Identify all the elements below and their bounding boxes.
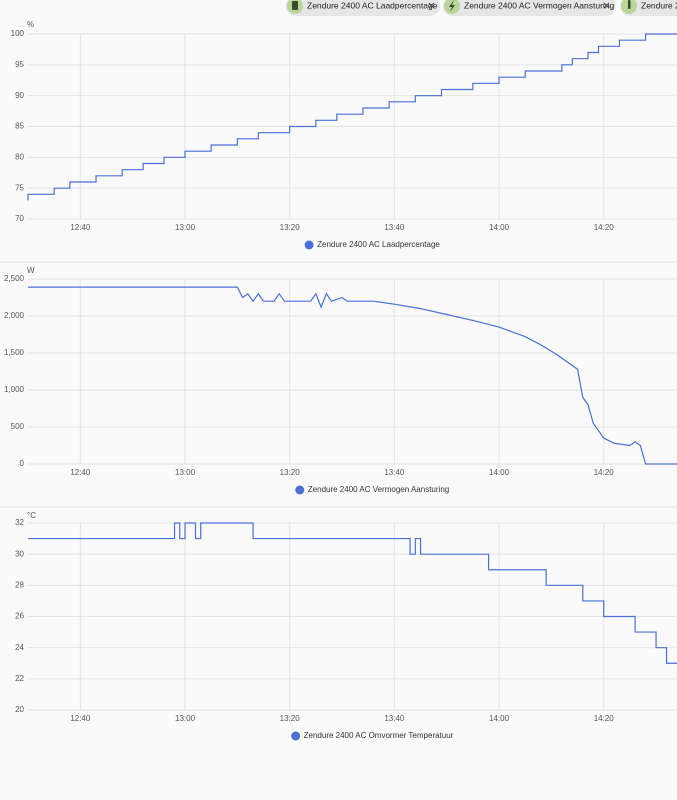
chip-bg — [443, 0, 616, 16]
legend-label: Zendure 2400 AC Omvormer Temperatuur — [304, 731, 454, 740]
y-axis-unit: % — [27, 20, 34, 29]
x-tick-label: 14:00 — [489, 223, 510, 232]
series-line — [27, 33, 677, 201]
y-tick-label: 90 — [15, 91, 24, 100]
legend-item: Zendure 2400 AC Vermogen Aansturing — [295, 485, 449, 495]
y-tick-label: 26 — [15, 612, 24, 621]
x-tick-label: 14:00 — [489, 468, 510, 477]
x-tick-label: 14:00 — [489, 714, 510, 723]
chip-label: Zendure 2400 AC Vermogen Aansturing — [464, 0, 615, 10]
y-tick-label: 32 — [15, 518, 24, 527]
y-tick-label: 95 — [15, 60, 24, 69]
y-tick-label: 0 — [20, 459, 25, 468]
bolt-icon — [449, 0, 455, 12]
y-tick-label: 20 — [15, 705, 24, 714]
x-tick-label: 13:40 — [384, 468, 405, 477]
y-tick-label: 100 — [11, 29, 25, 38]
x-tick-label: 12:40 — [70, 714, 91, 723]
y-tick-label: 85 — [15, 122, 24, 131]
x-tick-label: 13:40 — [384, 223, 405, 232]
legend-swatch — [291, 731, 301, 741]
x-tick-label: 13:00 — [175, 468, 196, 477]
x-tick-label: 13:20 — [280, 714, 301, 723]
y-tick-label: 2,000 — [4, 311, 25, 320]
chip[interactable]: Zendure 2400 AC Laadpercentage — [286, 0, 440, 16]
x-tick-label: 13:20 — [280, 223, 301, 232]
chip-close[interactable] — [428, 2, 435, 9]
x-tick-label: 14:20 — [594, 468, 615, 477]
chip[interactable]: Zendure 24 — [620, 0, 677, 16]
x-tick-label: 14:20 — [594, 714, 615, 723]
x-tick-label: 13:00 — [175, 714, 196, 723]
battery-icon — [292, 1, 298, 10]
y-tick-label: 1,000 — [4, 385, 25, 394]
legend-swatch — [304, 240, 314, 250]
x-tick-label: 12:40 — [70, 223, 91, 232]
x-tick-label: 14:20 — [594, 223, 615, 232]
chip-label: Zendure 24 — [641, 0, 677, 10]
series-line — [28, 522, 677, 664]
y-tick-label: 30 — [15, 549, 24, 558]
chip-bg — [286, 0, 440, 16]
x-tick-label: 13:40 — [384, 714, 405, 723]
y-tick-label: 24 — [15, 643, 24, 652]
chip-label: Zendure 2400 AC Laadpercentage — [307, 0, 438, 10]
chip-close[interactable] — [603, 2, 610, 9]
y-tick-label: 80 — [15, 152, 24, 161]
series-line — [28, 286, 677, 465]
legend-item: Zendure 2400 AC Omvormer Temperatuur — [291, 731, 454, 741]
y-tick-label: 70 — [15, 214, 24, 223]
legend-item: Zendure 2400 AC Laadpercentage — [304, 240, 440, 250]
chip[interactable]: Zendure 2400 AC Vermogen Aansturing — [443, 0, 616, 16]
y-tick-label: 2,500 — [4, 274, 25, 283]
y-tick-label: 28 — [15, 580, 24, 589]
x-tick-label: 12:40 — [70, 468, 91, 477]
y-tick-label: 1,500 — [4, 348, 25, 357]
thermometer-icon — [628, 0, 631, 9]
legend-label: Zendure 2400 AC Vermogen Aansturing — [308, 485, 449, 494]
y-tick-label: 22 — [15, 674, 24, 683]
y-axis-unit: W — [27, 266, 35, 275]
x-tick-label: 13:00 — [175, 223, 196, 232]
y-tick-label: 75 — [15, 183, 24, 192]
legend-swatch — [295, 485, 305, 495]
y-axis-unit: °C — [27, 511, 36, 520]
legend-label: Zendure 2400 AC Laadpercentage — [317, 240, 440, 249]
y-tick-label: 500 — [11, 422, 25, 431]
x-tick-label: 13:20 — [280, 468, 301, 477]
